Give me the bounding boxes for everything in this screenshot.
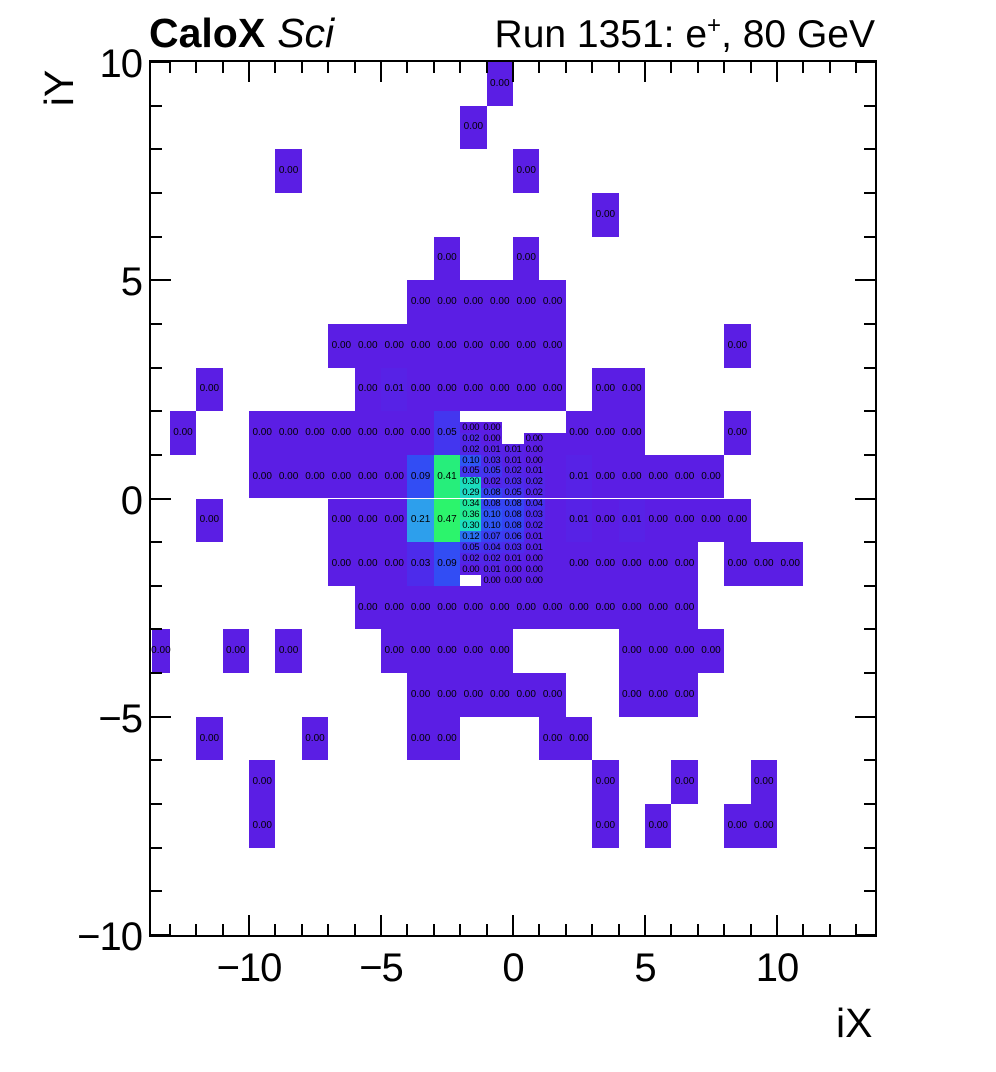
y-tick-label: 0: [120, 478, 143, 523]
run-title-rest: , 80 GeV: [721, 13, 875, 56]
plot-frame: [149, 60, 877, 937]
run-title: Run 1351: e+, 80 GeV: [495, 12, 875, 57]
x-tick-label: −10: [216, 946, 283, 990]
x-tick-label: 5: [634, 946, 656, 990]
y-tick-label: −10: [77, 915, 143, 959]
x-tick-label: 0: [502, 946, 524, 990]
plot-title: CaloX Sci: [149, 10, 334, 57]
plot-title-bold: CaloX: [149, 10, 266, 56]
y-axis-title: iY: [36, 69, 82, 107]
run-title-superscript: +: [707, 12, 722, 39]
run-title-main: Run 1351: e: [494, 13, 708, 56]
x-axis-title: iX: [836, 1000, 873, 1046]
plot-title-italic: Sci: [277, 10, 335, 56]
x-tick-label: 10: [755, 946, 800, 990]
y-tick-label: −5: [98, 696, 143, 741]
y-tick-label: 5: [120, 260, 143, 305]
x-tick-label: −5: [359, 946, 404, 990]
